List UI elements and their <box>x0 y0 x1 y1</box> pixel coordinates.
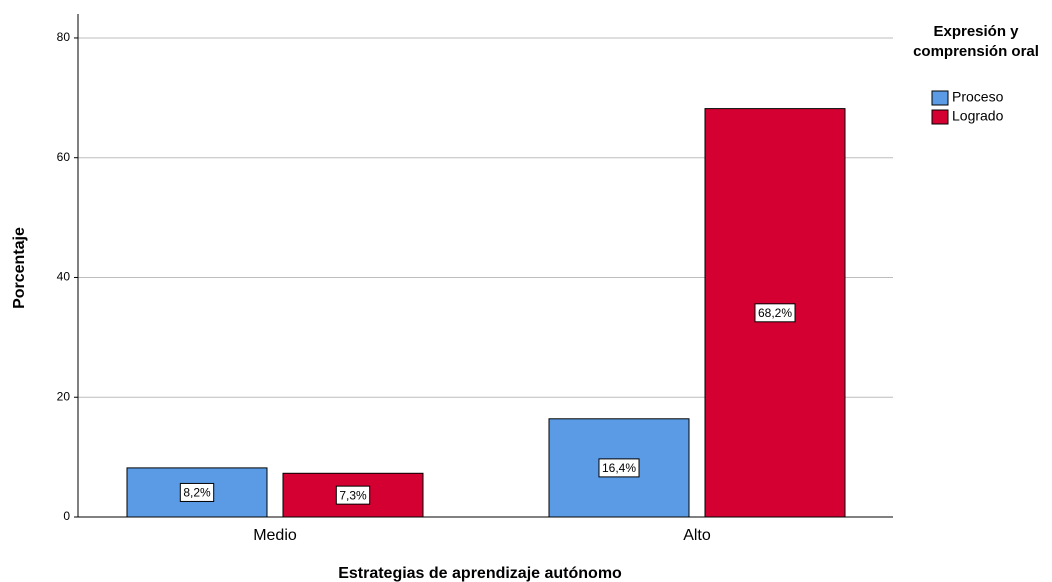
legend-label: Logrado <box>952 108 1004 124</box>
x-tick-label: Alto <box>683 527 711 544</box>
data-label: 68,2% <box>758 306 792 320</box>
x-tick-label: Medio <box>253 527 297 544</box>
x-axis-title: Estrategias de aprendizaje autónomo <box>338 565 622 582</box>
y-axis-title: Porcentaje <box>11 227 28 309</box>
data-label-box <box>754 303 796 323</box>
y-tick-label: 0 <box>63 509 70 523</box>
legend-swatch <box>931 109 949 125</box>
data-label-box <box>179 482 215 502</box>
data-label-box <box>335 485 371 505</box>
data-label: 7,3% <box>339 488 367 502</box>
data-label: 8,2% <box>183 486 211 500</box>
legend-label: Proceso <box>952 89 1004 105</box>
data-label: 16,4% <box>602 461 636 475</box>
legend-title: Expresión y comprensión oral <box>913 23 1039 60</box>
y-tick-label: 80 <box>57 30 71 44</box>
y-tick-label: 20 <box>57 389 71 403</box>
y-tick-label: 60 <box>57 150 71 164</box>
legend-swatch <box>931 90 949 106</box>
y-tick-label: 40 <box>57 270 71 284</box>
data-label-box <box>598 458 640 478</box>
